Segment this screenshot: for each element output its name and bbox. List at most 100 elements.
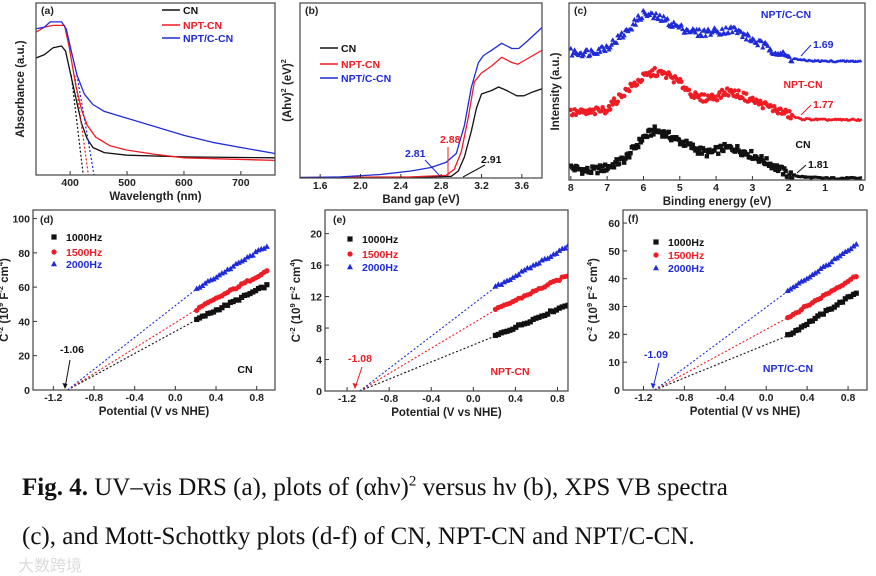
x-axis-label: Potential (V vs NHE) [391, 407, 502, 419]
annotation-arrow [800, 44, 812, 57]
triangle-marker [569, 45, 574, 51]
square-marker [219, 305, 225, 311]
series-npt-c-cn [569, 7, 863, 64]
circle-marker [787, 108, 792, 114]
square-marker [597, 163, 603, 168]
legend-label: NPT/C-CN [341, 73, 391, 85]
square-marker [812, 315, 818, 322]
square-marker [194, 316, 200, 323]
square-marker [774, 163, 779, 168]
triangle-marker [347, 263, 353, 270]
square-marker [783, 168, 788, 174]
triangle-marker [678, 22, 685, 27]
circle-marker [347, 251, 353, 257]
triangle-marker [853, 241, 860, 247]
square-marker [492, 332, 499, 339]
sample-label: CN [237, 364, 252, 376]
y-axis-label-part: (Ahv) [282, 92, 294, 122]
square-marker [780, 172, 786, 177]
square-marker [580, 171, 585, 176]
annotation-arrow [800, 104, 812, 116]
series-npt-c-cn [36, 21, 275, 175]
square-marker [850, 291, 857, 298]
square-marker [773, 167, 778, 172]
triangle-marker [547, 253, 554, 260]
y-axis-label: C-2 (109 F-2 cm4) [585, 258, 600, 342]
y-axis-label-part: (10 [0, 307, 11, 327]
square-marker [530, 316, 536, 323]
square-marker [653, 239, 659, 245]
legend-label: 1000Hz [66, 232, 102, 244]
legend-item: 2000Hz [653, 263, 704, 275]
square-marker [559, 304, 565, 310]
triangle-marker [521, 266, 528, 273]
square-marker [625, 151, 631, 156]
triangle-marker [850, 243, 857, 249]
triangle-marker [845, 247, 852, 253]
circle-marker [859, 118, 863, 122]
y-tick-label: 40 [18, 316, 30, 328]
square-marker [547, 308, 554, 314]
vb-edge-label: 1.81 [808, 159, 829, 171]
square-marker [839, 299, 846, 305]
square-marker [789, 176, 795, 180]
y-axis-label-part: (eV) [282, 63, 294, 88]
triangle-marker [729, 29, 735, 35]
triangle-marker [723, 24, 729, 30]
triangle-marker [702, 33, 709, 38]
y-tick-label: 60 [18, 282, 30, 294]
tangent-line [74, 75, 89, 175]
y-axis-label-part: ) [291, 258, 303, 262]
square-marker [697, 149, 702, 154]
square-marker [216, 307, 222, 313]
square-marker [585, 165, 590, 171]
x-tick-label: 400 [61, 177, 79, 189]
square-marker [690, 142, 696, 147]
triangle-marker [812, 270, 819, 276]
square-marker [599, 168, 604, 174]
x-tick-label: 2.8 [434, 180, 449, 192]
y-axis-label-part: C [0, 334, 11, 342]
x-tick-label: -1.2 [634, 392, 652, 404]
extrapolation-line [67, 319, 197, 390]
square-marker [712, 148, 717, 153]
triangle-marker [809, 271, 816, 278]
extrapolation-line [67, 308, 197, 390]
triangle-marker [858, 59, 863, 63]
circle-marker [615, 99, 621, 104]
square-marker [699, 151, 704, 156]
panel-a: 400 500 600 700 (a) Wavelength (nm) Absorbance… [15, 2, 276, 203]
square-marker [848, 293, 854, 300]
legend-label: CN [183, 5, 198, 17]
square-marker [210, 309, 217, 315]
legend-item: CN [320, 43, 356, 55]
circle-marker [718, 95, 724, 101]
legend-label: NPT-CN [341, 59, 380, 71]
square-marker [755, 156, 760, 162]
square-marker [518, 322, 525, 328]
square-marker [722, 141, 727, 147]
triangle-marker [213, 274, 220, 280]
square-marker [205, 310, 211, 317]
flatband-label: -1.09 [644, 349, 668, 361]
y-axis-label-part: cm [588, 266, 600, 286]
square-marker [247, 290, 253, 297]
panel-c: 8 7 6 5 4 3 2 1 0 (c) Binding energy (eV) Intensity… [550, 2, 866, 208]
circle-marker [639, 77, 645, 83]
triangle-marker [743, 36, 749, 42]
series-npt-c-cn [300, 27, 542, 178]
legend-item: 1500Hz [347, 249, 398, 261]
square-marker [745, 152, 750, 157]
y-tick-label: 8 [316, 323, 322, 335]
circle-marker [702, 92, 707, 97]
y-axis-label: Absorbance (a.u.) [15, 40, 27, 137]
y-axis-label-part: 9 [0, 303, 5, 307]
triangle-marker [202, 280, 209, 286]
triangle-marker [696, 26, 702, 32]
square-marker [798, 324, 805, 330]
square-marker [740, 152, 745, 158]
series-npt-cn [36, 24, 275, 175]
y-axis-label-part: -2 [288, 327, 297, 334]
y-axis-label-part: -2 [585, 286, 594, 293]
panel-label: (a) [41, 5, 54, 17]
